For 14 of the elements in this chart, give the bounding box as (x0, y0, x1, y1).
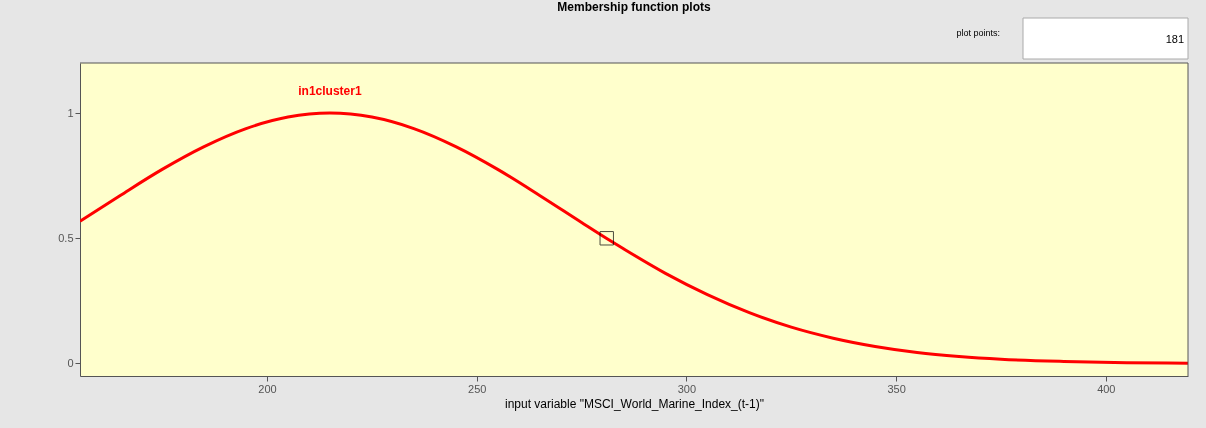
y-tick-label: 1 (67, 106, 74, 119)
x-tick-label: 300 (677, 382, 697, 395)
y-tick-label: 0 (67, 356, 74, 369)
text: 181 (1165, 33, 1184, 45)
y-tick-label: 0.5 (58, 231, 74, 244)
x-tick-label: 400 (1097, 382, 1116, 395)
chart-title: Membership function plots (557, 0, 711, 14)
x-tick-label: 350 (887, 382, 906, 395)
x-axis-title: input variable "MSCI_World_Marine_Index_(t-1)" (504, 396, 765, 411)
line-series (80, 111, 1188, 365)
annotation: in1cluster1 (298, 84, 362, 98)
x-tick-label: 250 (468, 382, 487, 395)
x-tick-label: 200 (258, 382, 277, 395)
text: plot points: (956, 28, 1000, 38)
